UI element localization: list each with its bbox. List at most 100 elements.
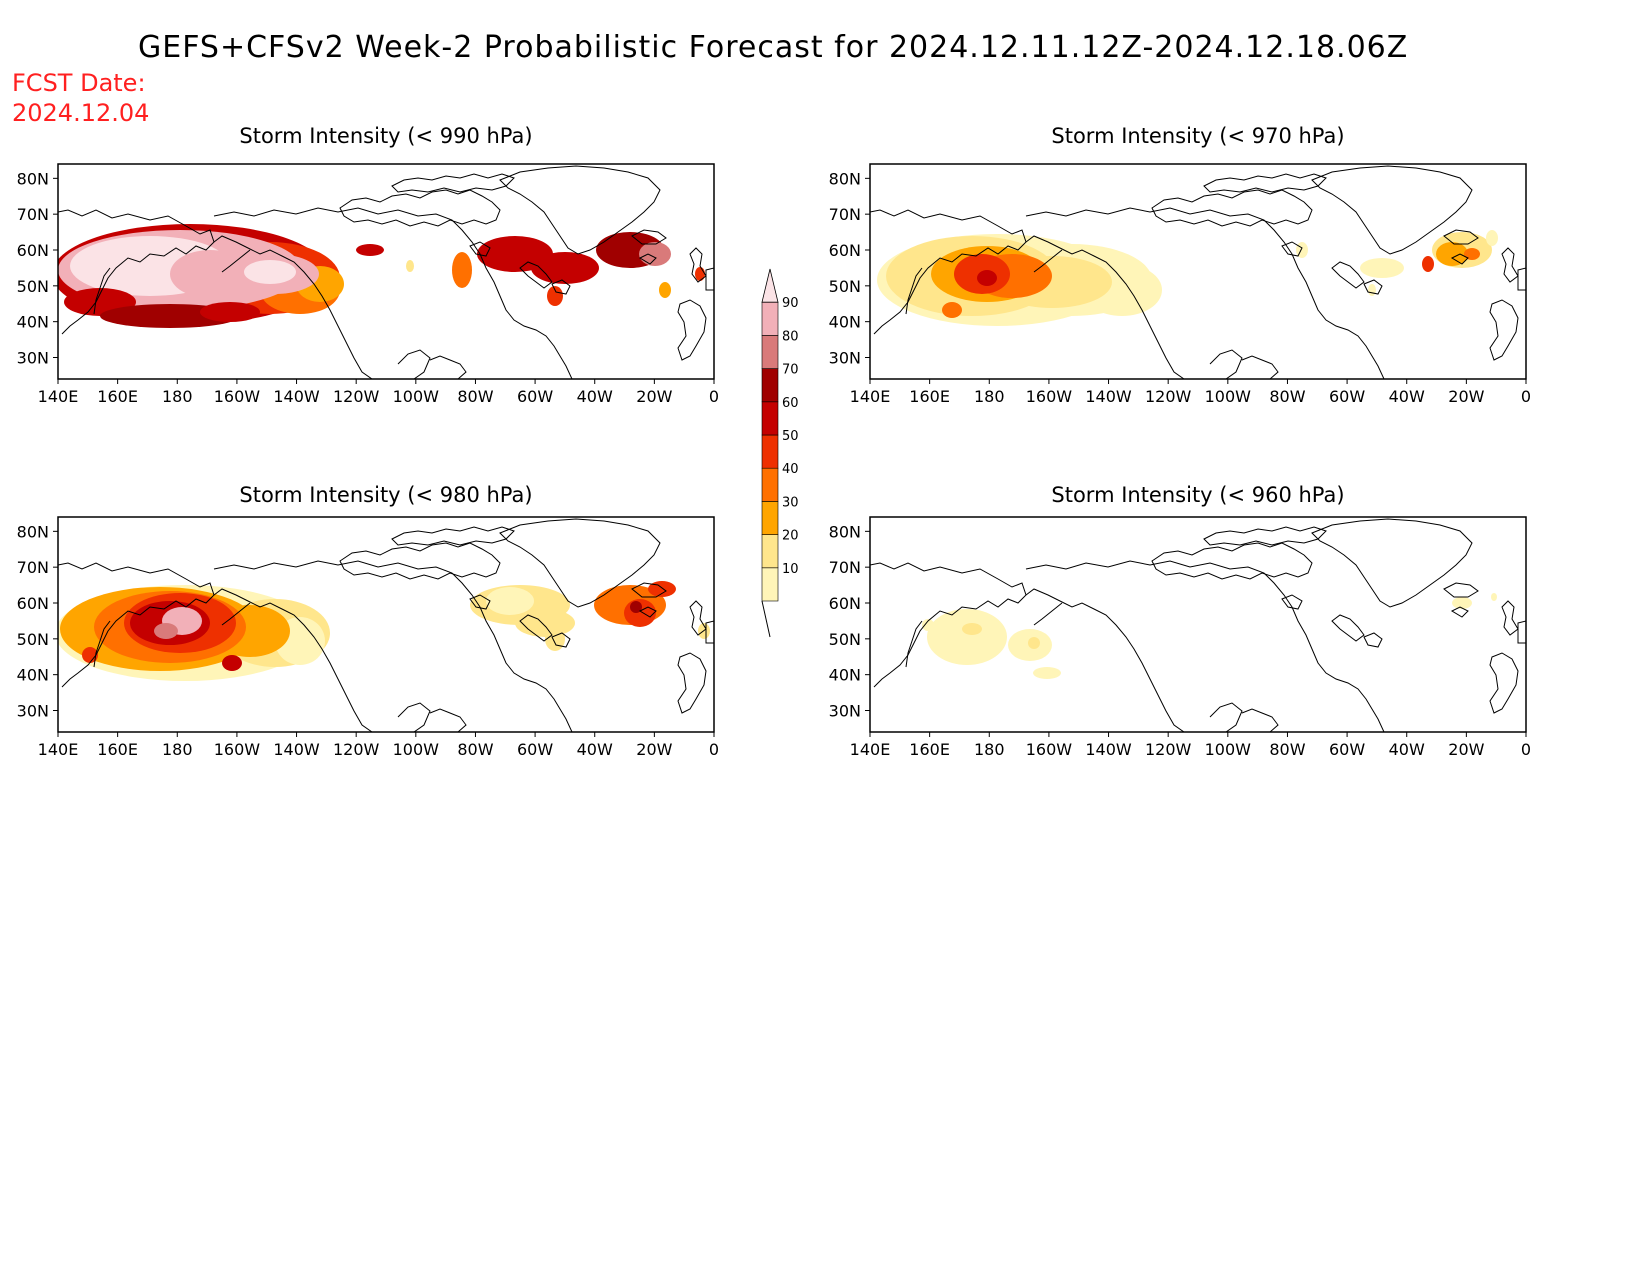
y-tick-label: 30N [829, 702, 861, 721]
colorbar: 10 20 30 40 50 60 70 80 90 [761, 268, 799, 638]
y-tick-label: 60N [17, 594, 49, 613]
coastline [551, 632, 571, 648]
coastline [429, 708, 467, 732]
coastline [391, 173, 515, 193]
probability-area [695, 267, 705, 281]
coastline [519, 614, 553, 642]
map-panel-990: 140E 160E 180 160W 140W 120W 100W 80W 60W 40W 20W 0… [17, 163, 719, 406]
coastline [397, 702, 431, 732]
colorbar-label: 40 [782, 462, 799, 477]
coastline [1209, 702, 1243, 732]
colorbar-swatch [761, 467, 779, 502]
coastline [1311, 165, 1473, 255]
coastline [705, 620, 714, 644]
coastline [1241, 355, 1279, 379]
x-tick-label: 20W [636, 740, 672, 759]
panel-title-980: Storm Intensity (< 980 hPa) [239, 483, 533, 507]
x-tick-label: 140E [850, 387, 891, 406]
x-tick-label: 160E [909, 387, 950, 406]
x-tick-label: 180 [974, 387, 1005, 406]
probability-area [977, 270, 997, 286]
coastline [1281, 594, 1303, 610]
coastline [1241, 708, 1279, 732]
probability-area [531, 252, 599, 284]
probability-area [154, 623, 178, 639]
probability-area [200, 302, 260, 322]
coastline [213, 560, 573, 732]
y-tick-label: 50N [17, 630, 49, 649]
x-tick-label: 20W [1448, 387, 1484, 406]
coastline [905, 620, 923, 668]
coastline [631, 229, 667, 245]
coastline [870, 209, 1027, 335]
probability-area [515, 609, 575, 637]
y-tick-label: 40N [17, 313, 49, 332]
probability-area [942, 302, 962, 318]
x-tick-label: 120W [1145, 740, 1192, 759]
coastline [339, 542, 501, 580]
x-tick-label: 120W [333, 740, 380, 759]
probability-area [1360, 258, 1404, 278]
panel-title-990: Storm Intensity (< 990 hPa) [239, 124, 533, 148]
probability-area [82, 647, 98, 663]
x-tick-label: 160W [1026, 387, 1073, 406]
colorbar-label: 20 [782, 529, 799, 544]
probability-area [545, 627, 565, 651]
x-tick-label: 140E [38, 387, 79, 406]
coastlines [58, 165, 714, 379]
coastline [58, 209, 215, 335]
colorbar-swatch [761, 401, 779, 436]
x-tick-label: 160W [214, 387, 261, 406]
probability-area [1452, 597, 1472, 609]
colorbar-swatch [761, 301, 779, 336]
colorbar-label: 10 [782, 562, 799, 577]
x-tick-label: 120W [1145, 387, 1192, 406]
coastlines [58, 518, 714, 732]
coastline [1450, 606, 1469, 618]
x-tick-label: 180 [162, 740, 193, 759]
colorbar-label: 80 [782, 329, 799, 344]
x-tick-label: 140E [38, 740, 79, 759]
probability-area [1368, 284, 1376, 296]
probability-area [927, 609, 1007, 665]
coastline [1489, 652, 1519, 714]
coastline [93, 267, 111, 315]
colorbar-label: 50 [782, 429, 799, 444]
coastline [429, 355, 467, 379]
x-tick-label: 40W [1389, 387, 1425, 406]
coastline [339, 189, 501, 227]
coastline [1025, 560, 1385, 732]
coastline [1025, 588, 1185, 732]
coastline [1203, 526, 1327, 546]
coastline [1151, 542, 1313, 580]
x-tick-label: 140W [1085, 740, 1132, 759]
probability-shading [58, 224, 705, 328]
panel-title-960: Storm Intensity (< 960 hPa) [1051, 483, 1345, 507]
coastline [93, 620, 111, 668]
x-tick-label: 80W [457, 387, 493, 406]
x-tick-label: 140W [1085, 387, 1132, 406]
y-tick-label: 70N [829, 558, 861, 577]
y-tick-label: 80N [17, 169, 49, 188]
coastline [499, 518, 661, 608]
coastline [397, 349, 431, 379]
x-tick-label: 160E [97, 740, 138, 759]
probability-area [1033, 667, 1061, 679]
x-tick-label: 80W [1269, 740, 1305, 759]
probability-shading [922, 593, 1497, 679]
x-tick-label: 0 [1521, 740, 1531, 759]
coastline [519, 261, 553, 289]
probability-area [1436, 242, 1468, 266]
coastline [1209, 349, 1243, 379]
y-tick-label: 30N [17, 702, 49, 721]
x-tick-label: 160W [214, 740, 261, 759]
y-tick-label: 50N [829, 630, 861, 649]
y-tick-label: 50N [829, 277, 861, 296]
y-tick-label: 30N [829, 349, 861, 368]
coastline [1331, 261, 1365, 289]
probability-shading [877, 230, 1498, 326]
coastline [1517, 267, 1526, 291]
colorbar-label: 90 [782, 296, 799, 311]
coastline [1025, 235, 1185, 379]
map-panel-960: 140E 160E 180 160W 140W 120W 100W 80W 60W 40W 20W 0… [829, 516, 1531, 759]
